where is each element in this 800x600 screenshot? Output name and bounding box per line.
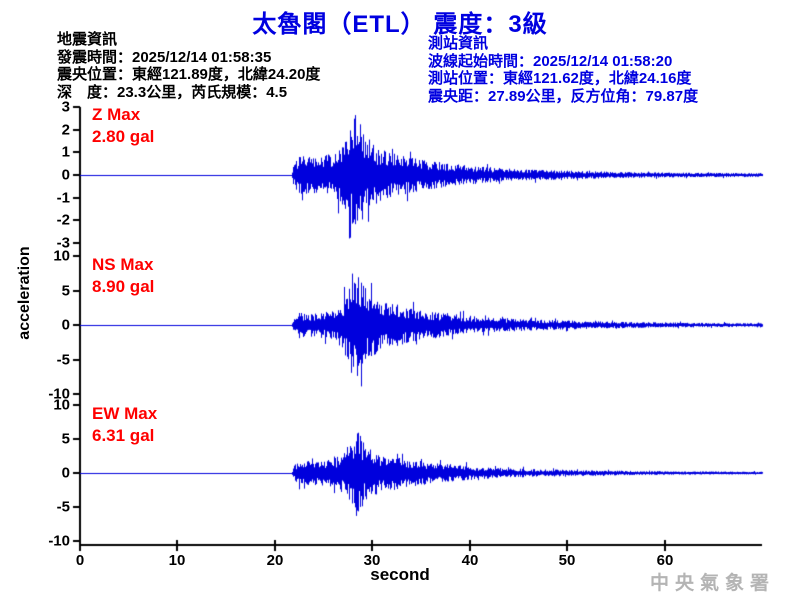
ew-max-label: EW Max 6.31 gal [92, 403, 157, 447]
agency-watermark: 中央氣象署 [650, 573, 776, 594]
y-tick-label: 3 [61, 98, 70, 116]
x-tick-label: 10 [168, 552, 186, 569]
depth-and-magnitude: 深 度：23.3公里，芮氏規模：4.5 [57, 83, 288, 101]
earthquake-info-heading: 地震資訊 [57, 31, 118, 48]
x-axis-label: second [370, 565, 430, 584]
y-tick-label: 0 [61, 316, 70, 334]
station-location: 測站位置：東經121.62度，北緯24.16度 [428, 70, 692, 87]
y-tick-label: 1 [61, 143, 70, 161]
x-tick-label: 0 [75, 552, 85, 569]
z-max-label: Z Max 2.80 gal [92, 104, 154, 148]
x-tick-label: 20 [266, 552, 284, 569]
y-tick-label: 0 [61, 166, 70, 184]
ns-max-label: NS Max 8.90 gal [92, 254, 154, 298]
y-tick-label: 10 [53, 247, 70, 265]
x-tick-label: 40 [461, 552, 479, 569]
y-tick-label: -5 [56, 498, 70, 516]
z-max-label-value: 2.80 gal [92, 127, 155, 146]
ew-max-label-value: 6.31 gal [92, 426, 155, 445]
ns-max-label-value: 8.90 gal [92, 277, 155, 296]
x-tick-label: 50 [558, 552, 576, 569]
y-axis-label: acceleration [16, 246, 33, 340]
earthquake-info-block: 地震資訊 發震時間：2025/12/14 01:58:35 震央位置：東經121… [57, 31, 320, 101]
y-tick-label: 0 [61, 464, 70, 482]
station-info-block: 測站資訊 波線起始時間：2025/12/14 01:58:20 測站位置：東經1… [428, 35, 698, 105]
y-tick-label: -1 [56, 189, 70, 207]
earthquake-origin-time: 發震時間：2025/12/14 01:58:35 [57, 48, 272, 66]
y-tick-label: -3 [56, 234, 70, 252]
y-tick-label: 2 [61, 121, 70, 139]
y-tick-label: 5 [61, 282, 70, 300]
x-tick-label: 60 [656, 552, 674, 569]
y-tick-label: -10 [48, 385, 70, 403]
epicenter-location: 震央位置：東經121.89度，北緯24.20度 [57, 66, 321, 83]
x-tick-label: 30 [363, 552, 381, 569]
y-tick-label: 10 [53, 396, 70, 414]
y-tick-label: -2 [56, 211, 70, 229]
y-tick-label: -10 [48, 532, 70, 550]
station-info-heading: 測站資訊 [428, 35, 489, 52]
y-tick-label: -5 [56, 351, 70, 369]
wave-start-time: 波線起始時間：2025/12/14 01:58:20 [428, 52, 673, 70]
epicentral-distance-azimuth: 震央距：27.89公里，反方位角：79.87度 [428, 87, 699, 105]
page-title: 太魯閣（ETL） 震度：3級 [252, 11, 548, 38]
z-max-label-name: Z Max [92, 105, 141, 124]
ns-max-label-name: NS Max [92, 255, 154, 274]
ew-max-label-name: EW Max [92, 404, 158, 423]
y-tick-label: 5 [61, 430, 70, 448]
